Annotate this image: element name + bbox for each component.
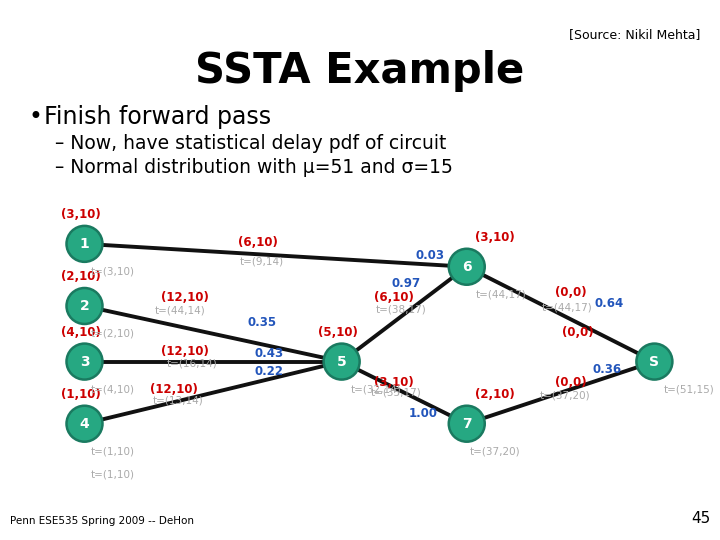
Text: (0,0): (0,0) xyxy=(555,286,587,299)
Text: t=(3,10): t=(3,10) xyxy=(90,267,135,276)
Text: t=(2,10): t=(2,10) xyxy=(90,329,135,339)
Text: 2: 2 xyxy=(80,299,89,313)
Text: Penn ESE535 Spring 2009 -- DeHon: Penn ESE535 Spring 2009 -- DeHon xyxy=(10,516,194,526)
Text: 0.03: 0.03 xyxy=(415,249,444,262)
Text: (5,10): (5,10) xyxy=(318,326,358,339)
Text: 1: 1 xyxy=(80,237,89,251)
Text: •: • xyxy=(28,105,42,129)
Text: (4,10): (4,10) xyxy=(61,326,101,339)
Text: 0.97: 0.97 xyxy=(391,276,420,289)
Text: t=(35,17): t=(35,17) xyxy=(371,388,421,397)
Text: 0.22: 0.22 xyxy=(254,365,283,378)
Circle shape xyxy=(66,288,102,324)
Text: (12,10): (12,10) xyxy=(150,383,197,396)
Circle shape xyxy=(66,343,102,380)
Text: t=(44,14): t=(44,14) xyxy=(155,306,206,316)
Text: t=(4,10): t=(4,10) xyxy=(90,384,135,394)
Text: 1.00: 1.00 xyxy=(408,407,438,421)
Text: 0.43: 0.43 xyxy=(254,347,283,360)
Circle shape xyxy=(66,226,102,262)
Text: (12,10): (12,10) xyxy=(161,291,210,305)
Text: (2,10): (2,10) xyxy=(474,388,514,401)
Text: (2,10): (2,10) xyxy=(61,270,101,283)
Text: t=(13,14): t=(13,14) xyxy=(153,396,204,406)
Text: 3: 3 xyxy=(80,355,89,369)
Text: t=(37,20): t=(37,20) xyxy=(540,391,590,401)
Circle shape xyxy=(449,249,485,285)
Text: (1,10): (1,10) xyxy=(61,388,101,401)
Text: 7: 7 xyxy=(462,417,472,431)
Text: (6,10): (6,10) xyxy=(374,291,414,305)
Text: 5: 5 xyxy=(337,355,346,369)
Text: – Normal distribution with μ=51 and σ=15: – Normal distribution with μ=51 and σ=15 xyxy=(55,158,453,177)
Text: t=(1,10): t=(1,10) xyxy=(90,447,135,457)
Text: 45: 45 xyxy=(690,511,710,526)
Text: 4: 4 xyxy=(80,417,89,431)
Text: 0.35: 0.35 xyxy=(247,316,276,329)
Text: 0.36: 0.36 xyxy=(593,363,621,376)
Text: t=(38,17): t=(38,17) xyxy=(376,305,427,315)
Circle shape xyxy=(324,343,360,380)
Text: t=(9,14): t=(9,14) xyxy=(240,257,284,267)
Text: t=(1,10): t=(1,10) xyxy=(90,469,135,480)
Text: S: S xyxy=(649,355,660,369)
Circle shape xyxy=(449,406,485,442)
Text: t=(16,14): t=(16,14) xyxy=(167,358,217,368)
Text: (6,10): (6,10) xyxy=(238,236,278,249)
Text: Finish forward pass: Finish forward pass xyxy=(44,105,271,129)
Text: (0,0): (0,0) xyxy=(555,376,587,389)
Text: (3,10): (3,10) xyxy=(61,208,101,221)
Text: – Now, have statistical delay pdf of circuit: – Now, have statistical delay pdf of cir… xyxy=(55,134,446,153)
Circle shape xyxy=(66,406,102,442)
Text: (3,10): (3,10) xyxy=(474,231,514,244)
Text: 0.64: 0.64 xyxy=(595,297,624,310)
Text: (0,0): (0,0) xyxy=(562,326,594,339)
Text: SSTA Example: SSTA Example xyxy=(195,50,525,92)
Text: t=(51,15): t=(51,15) xyxy=(664,384,714,394)
Text: (12,10): (12,10) xyxy=(161,345,210,358)
Text: [Source: Nikil Mehta]: [Source: Nikil Mehta] xyxy=(569,28,700,41)
Text: t=(44,17): t=(44,17) xyxy=(476,289,527,300)
Text: t=(32,14): t=(32,14) xyxy=(351,384,402,394)
Text: 6: 6 xyxy=(462,260,472,274)
Text: t=(44,17): t=(44,17) xyxy=(542,302,593,313)
Text: t=(37,20): t=(37,20) xyxy=(469,447,520,457)
Circle shape xyxy=(636,343,672,380)
Text: (3,10): (3,10) xyxy=(374,376,414,389)
